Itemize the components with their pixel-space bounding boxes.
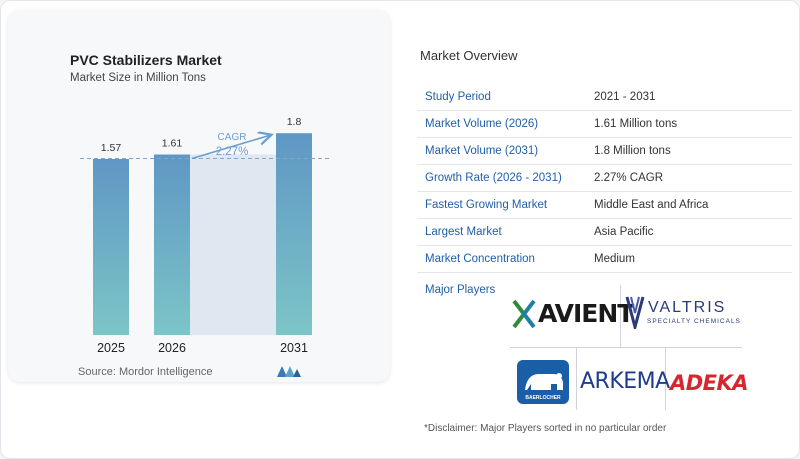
avient-logo-text: AVIENT	[538, 299, 634, 328]
row-value: 2.27% CAGR	[594, 172, 664, 184]
row-key: Study Period	[425, 91, 491, 103]
bar-2025	[93, 158, 129, 335]
mordor-logo-icon	[277, 366, 301, 377]
valtris-logo-text: VALTRIS	[648, 299, 727, 316]
cagr-label: CAGR	[218, 132, 247, 143]
avient-mark-icon	[512, 299, 536, 329]
bear-icon	[525, 373, 563, 390]
valtris-mark-icon	[625, 296, 645, 329]
row-value: Asia Pacific	[594, 226, 654, 238]
row-value: Middle East and Africa	[594, 199, 709, 211]
table-row: Market Concentration Medium	[417, 246, 792, 273]
source-text: Source: Mordor Intelligence	[78, 366, 213, 378]
bar-value-label: 1.61	[162, 138, 183, 150]
chart-title: PVC Stabilizers Market	[70, 52, 222, 68]
table-row: Growth Rate (2026 - 2031) 2.27% CAGR	[417, 165, 792, 192]
growth-band	[190, 154, 276, 335]
category-label: 2025	[97, 341, 125, 355]
row-value: 1.61 Million tons	[594, 118, 678, 130]
row-key: Market Volume (2031)	[425, 145, 539, 157]
valtris-subtitle: SPECIALTY CHEMICALS	[647, 318, 741, 325]
table-row: Study Period 2021 - 2031	[417, 84, 792, 111]
bar-chart: 1.57 2025 1.61 2026 1.8 2031 CAGR 2.27%	[80, 116, 330, 355]
table-row: Market Volume (2026) 1.61 Million tons	[417, 111, 792, 138]
logo-divider	[620, 285, 621, 347]
players-logo-grid: AVIENT VALTRIS SPECIALTY CHEMICALS BAERL…	[510, 285, 749, 410]
row-key: Market Volume (2026)	[425, 118, 539, 130]
category-label: 2031	[280, 341, 308, 355]
category-label: 2026	[158, 341, 186, 355]
chart-subtitle: Market Size in Million Tons	[70, 72, 206, 84]
row-value: 1.8 Million tons	[594, 145, 671, 157]
row-value: Medium	[594, 253, 635, 265]
table-row: Market Volume (2031) 1.8 Million tons	[417, 138, 792, 165]
row-key: Market Concentration	[425, 253, 535, 265]
baerlocher-logo-text: BAERLOCHER	[525, 395, 561, 401]
row-key: Growth Rate (2026 - 2031)	[425, 172, 562, 184]
logo-divider	[510, 347, 742, 348]
bar-2031	[276, 133, 312, 335]
adeka-logo-text: ADEKA	[670, 371, 749, 395]
row-value: 2021 - 2031	[594, 91, 656, 103]
disclaimer-text: *Disclaimer: Major Players sorted in no …	[424, 423, 667, 434]
major-players-label: Major Players	[425, 284, 496, 296]
cagr-value: 2.27%	[216, 146, 249, 158]
row-key: Largest Market	[425, 226, 502, 238]
bar-2026	[154, 154, 190, 335]
arkema-logo-text: ARKEMA	[580, 369, 670, 394]
cagr-arrow	[191, 135, 270, 160]
logo-divider	[665, 347, 666, 410]
overview-title: Market Overview	[420, 48, 518, 63]
logo-divider	[576, 347, 577, 410]
table-row: Largest Market Asia Pacific	[417, 219, 792, 246]
row-key: Fastest Growing Market	[425, 199, 548, 211]
baerlocher-logo: BAERLOCHER	[517, 360, 569, 404]
overview-table: Study Period 2021 - 2031 Market Volume (…	[417, 84, 792, 273]
table-row: Fastest Growing Market Middle East and A…	[417, 192, 792, 219]
bar-value-label: 1.57	[101, 142, 122, 154]
bar-value-label: 1.8	[287, 116, 302, 128]
